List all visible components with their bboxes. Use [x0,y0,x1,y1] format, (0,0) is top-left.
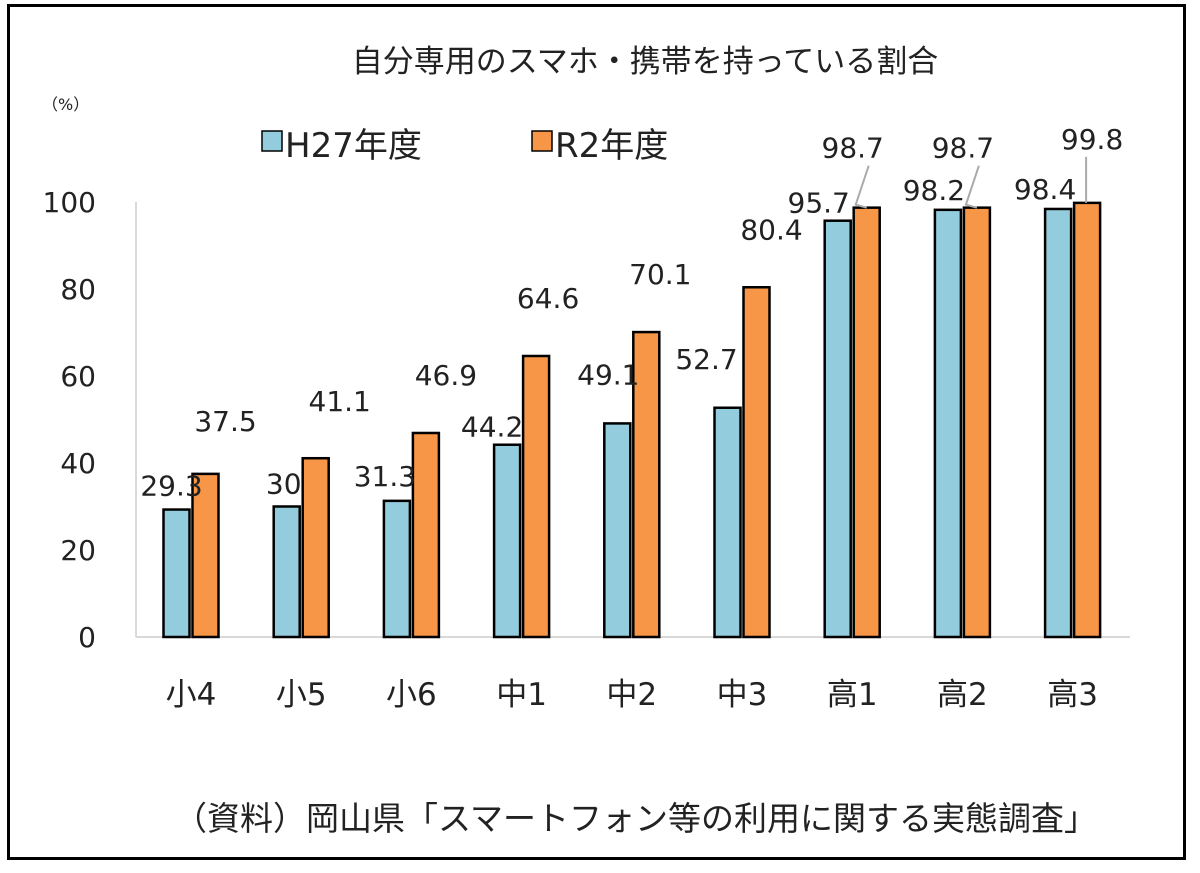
x-tick-label: 小5 [276,677,327,713]
x-tick-label: 高3 [1047,677,1098,713]
bars [162,201,1102,639]
y-tick-label: 100 [43,186,96,219]
leader-line [964,165,980,209]
data-label-r2: 41.1 [309,385,371,418]
chart-title: 自分専用のスマホ・携帯を持っている割合 [352,44,939,80]
x-tick-label: 小6 [386,677,437,713]
x-tick-labels: 小4 小5 小6 中1 中2 中3 高1 高2 高3 [166,677,1098,713]
data-label-h27: 30 [266,468,302,501]
x-tick-label: 小4 [166,677,217,713]
data-label-r2: 98.7 [932,132,994,165]
bar-h27 [603,422,632,639]
legend-label-r2: R2年度 [555,126,668,166]
bar-h27 [1043,207,1073,639]
y-tick-label: 20 [60,534,96,567]
y-tick-label: 80 [60,273,96,306]
bar-r2 [191,472,220,639]
bar-h27 [382,499,412,639]
legend-swatch-r2 [531,130,553,152]
leader-line [854,165,870,209]
x-tick-label: 中1 [496,677,547,713]
x-tick-label: 高2 [937,677,988,713]
data-labels: 29.3 37.5 30 41.1 31.3 46.9 44.2 64.6 49.1 70.1 52… [140,123,1123,503]
data-label-h27: 95.7 [788,187,850,220]
bar-r2 [521,354,551,639]
x-tick-label: 中3 [717,677,768,713]
data-label-r2: 99.8 [1061,123,1123,156]
bar-r2 [742,286,771,639]
y-axis-unit-label: （%） [42,95,89,114]
bar-h27 [933,208,963,639]
bar-r2 [632,330,661,639]
bar-h27 [823,219,852,639]
data-label-h27: 52.7 [675,343,737,376]
y-tick-label: 60 [60,360,96,393]
bar-r2 [852,206,881,639]
legend-label-h27: H27年度 [285,126,422,166]
data-label-r2: 80.4 [740,213,802,246]
data-label-h27: 29.3 [140,470,202,503]
bar-h27 [713,406,742,639]
label-leader-lines [854,156,1088,209]
bar-h27 [492,443,522,639]
legend: H27年度 R2年度 [261,126,668,166]
data-label-h27: 44.2 [461,411,523,444]
data-label-h27: 98.4 [1014,173,1076,206]
y-tick-labels: 0 20 40 60 80 100 [43,186,96,654]
data-label-r2: 98.7 [822,132,884,165]
legend-swatch-h27 [261,130,283,152]
bar-h27 [162,508,191,639]
y-tick-label: 0 [78,621,96,654]
bar-r2 [962,206,992,639]
x-tick-label: 中2 [606,677,657,713]
data-label-h27: 49.1 [577,358,639,391]
source-note: （資料）岡山県「スマートフォン等の利用に関する実態調査」 [174,799,1097,838]
y-tick-label: 40 [60,447,96,480]
data-label-r2: 37.5 [194,405,256,438]
data-label-h27: 31.3 [354,460,416,493]
bar-r2 [1072,201,1102,639]
bar-r2 [411,431,441,639]
bar-h27 [272,505,301,639]
data-label-h27: 98.2 [903,174,965,207]
bar-r2 [301,456,330,639]
data-label-r2: 64.6 [517,282,579,315]
data-label-r2: 46.9 [415,359,477,392]
x-tick-label: 高1 [827,677,878,713]
data-label-r2: 70.1 [629,258,691,291]
